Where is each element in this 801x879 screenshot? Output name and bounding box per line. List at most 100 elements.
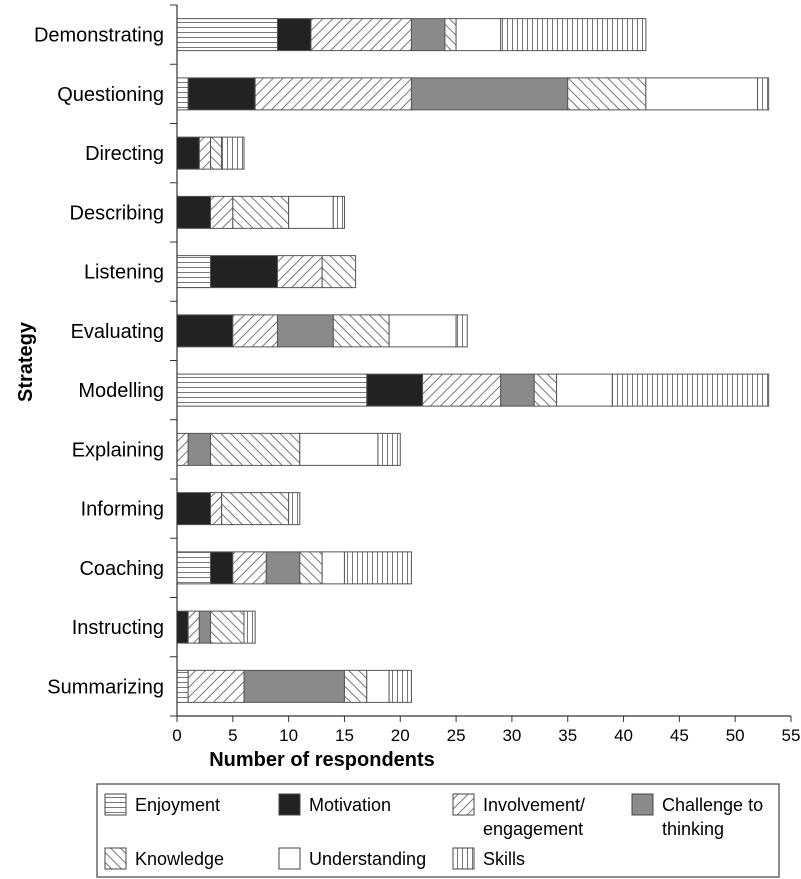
category-label: Questioning <box>57 84 164 106</box>
bar-describing-involvement-engagement <box>209 195 234 229</box>
x-axis-ticks: 0 5 10 15 20 25 30 35 40 45 50 55 <box>172 716 800 745</box>
category-label: Explaining <box>72 439 164 461</box>
bar-demonstrating-involvement-engagement <box>310 18 412 52</box>
legend-swatch-knowledge <box>104 847 127 870</box>
bar-explaining-knowledge <box>209 432 301 466</box>
bar-modelling-involvement-engagement <box>422 373 502 407</box>
bar-evaluating-knowledge <box>332 314 390 348</box>
y-axis-title: Strategy <box>15 321 37 402</box>
bar-modelling-enjoyment <box>176 373 368 407</box>
x-tick-label: 45 <box>670 726 689 745</box>
bar-summarizing-knowledge <box>343 669 368 703</box>
category-label: Coaching <box>79 558 164 580</box>
bar-questioning-skills <box>757 77 770 111</box>
bar-coaching-enjoyment <box>176 551 211 585</box>
x-tick-label: 5 <box>228 726 237 745</box>
legend-label-knowledge: Knowledge <box>135 849 224 869</box>
bar-coaching-skills <box>343 551 412 585</box>
bar-evaluating-skills <box>455 314 468 348</box>
legend-swatch-involvement-engagement <box>452 793 475 816</box>
bar-modelling-understanding <box>556 373 613 407</box>
y-axis-ticks <box>170 4 177 717</box>
category-label: Demonstrating <box>34 25 164 47</box>
bar-modelling-motivation <box>366 373 424 407</box>
bar-directing-motivation <box>176 136 200 170</box>
x-tick-label: 40 <box>614 726 633 745</box>
bar-describing-motivation <box>176 195 211 229</box>
bar-modelling-skills <box>611 373 770 407</box>
bar-listening-involvement-engagement <box>276 255 323 289</box>
bar-listening-enjoyment <box>176 255 211 289</box>
x-tick-label: 30 <box>502 726 521 745</box>
legend-label-involvement-engagement: Involvement/ <box>483 795 585 815</box>
category-label: Directing <box>85 143 164 165</box>
bar-explaining-challenge-to-thinking <box>187 432 211 466</box>
legend-swatch-challenge-to-thinking <box>631 793 654 816</box>
x-tick-label: 55 <box>782 726 801 745</box>
bar-demonstrating-enjoyment <box>176 18 278 52</box>
bar-coaching-involvement-engagement <box>232 551 267 585</box>
x-tick-label: 25 <box>447 726 466 745</box>
category-label: Modelling <box>78 380 164 402</box>
bar-directing-involvement-engagement <box>198 136 211 170</box>
legend-label-involvement-engagement: engagement <box>483 819 583 839</box>
bar-listening-motivation <box>209 255 278 289</box>
bar-questioning-understanding <box>645 77 759 111</box>
x-tick-label: 20 <box>391 726 410 745</box>
bar-directing-skills <box>221 136 245 170</box>
bar-questioning-motivation <box>187 77 256 111</box>
legend-label-understanding: Understanding <box>309 849 426 869</box>
bar-questioning-knowledge <box>567 77 647 111</box>
bar-questioning-enjoyment <box>176 77 189 111</box>
bar-describing-skills <box>332 195 345 229</box>
bar-describing-knowledge <box>232 195 290 229</box>
bar-summarizing-involvement-engagement <box>187 669 245 703</box>
legend-label-challenge-to-thinking: thinking <box>662 819 724 839</box>
bar-coaching-understanding <box>321 551 345 585</box>
legend-swatch-motivation <box>278 793 301 816</box>
legend-swatch-skills <box>452 847 475 870</box>
category-label: Informing <box>81 499 164 521</box>
bar-instructing-involvement-engagement <box>187 610 200 644</box>
bar-instructing-skills <box>243 610 256 644</box>
category-label: Describing <box>70 202 164 224</box>
bar-summarizing-understanding <box>366 669 390 703</box>
bar-demonstrating-skills <box>500 18 647 52</box>
bar-informing-motivation <box>176 492 211 526</box>
bar-evaluating-understanding <box>388 314 457 348</box>
bar-modelling-challenge-to-thinking <box>500 373 535 407</box>
x-tick-label: 0 <box>172 726 181 745</box>
legend-box <box>96 783 780 878</box>
category-label: Summarizing <box>47 676 164 698</box>
legend-label-skills: Skills <box>483 849 525 869</box>
bar-demonstrating-knowledge <box>444 18 457 52</box>
legend: Enjoyment Motivation Involvement/engagemen… <box>96 783 780 878</box>
bar-summarizing-challenge-to-thinking <box>243 669 345 703</box>
bar-demonstrating-understanding <box>455 18 502 52</box>
bar-evaluating-involvement-engagement <box>232 314 278 348</box>
bar-explaining-skills <box>377 432 401 466</box>
bar-instructing-challenge-to-thinking <box>198 610 211 644</box>
bar-summarizing-enjoyment <box>176 669 189 703</box>
legend-swatch-understanding <box>278 847 301 870</box>
bar-directing-knowledge <box>209 136 223 170</box>
bar-coaching-knowledge <box>299 551 323 585</box>
bar-demonstrating-motivation <box>276 18 312 52</box>
category-label: Listening <box>84 262 164 284</box>
bar-coaching-motivation <box>209 551 234 585</box>
bar-listening-knowledge <box>321 255 357 289</box>
bar-coaching-challenge-to-thinking <box>265 551 301 585</box>
bar-explaining-involvement-engagement <box>176 432 189 466</box>
bars-layer <box>176 18 770 703</box>
bar-describing-understanding <box>288 195 334 229</box>
bar-evaluating-motivation <box>176 314 234 348</box>
bar-explaining-understanding <box>299 432 379 466</box>
bar-questioning-involvement-engagement <box>254 77 412 111</box>
category-labels: Demonstrating Questioning Directing Describ… <box>34 25 164 699</box>
x-tick-label: 10 <box>279 726 298 745</box>
category-label: Instructing <box>72 617 164 639</box>
legend-label-enjoyment: Enjoyment <box>135 795 220 815</box>
bar-summarizing-skills <box>388 669 412 703</box>
bar-questioning-challenge-to-thinking <box>410 77 569 111</box>
